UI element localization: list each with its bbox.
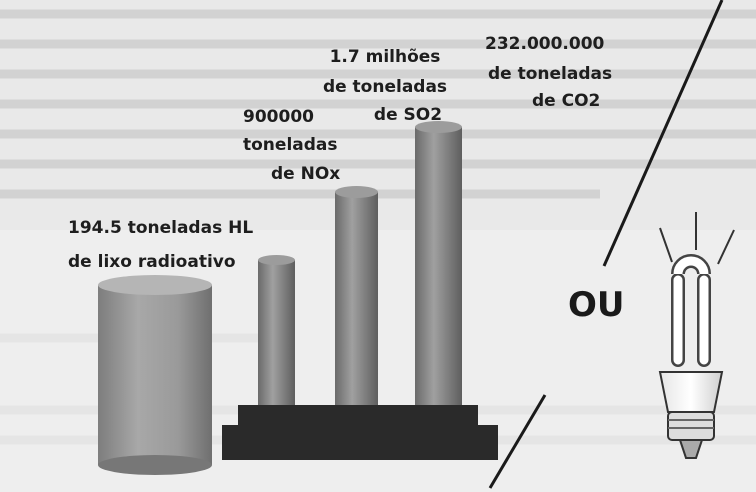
label-line: 194.5 toneladas HL (68, 218, 253, 238)
label-line: 232.000.000 (485, 34, 605, 54)
label-line: de toneladas (323, 77, 447, 97)
label-line: toneladas (243, 135, 338, 155)
label-line: de lixo radioativo (68, 252, 236, 272)
label-nox: 900000 toneladas de NOx (243, 107, 340, 184)
label-line: de SO2 (374, 105, 442, 125)
label-line: de toneladas (488, 64, 612, 84)
chimneys (222, 121, 498, 460)
label-line: de NOx (271, 164, 340, 184)
label-line: 1.7 milhões (330, 47, 441, 67)
cylinder (98, 275, 212, 475)
divider-line (488, 0, 724, 489)
light-bulb (658, 212, 735, 459)
label-waste: 194.5 toneladas HL de lixo radioativo (68, 218, 253, 272)
label-line: 900000 (243, 107, 314, 127)
label-so2: 1.7 milhões de toneladas de SO2 (323, 47, 447, 125)
label-line: de CO2 (532, 91, 600, 111)
separator: OU (568, 285, 625, 325)
label-co2: 232.000.000 de toneladas de CO2 (485, 34, 612, 111)
